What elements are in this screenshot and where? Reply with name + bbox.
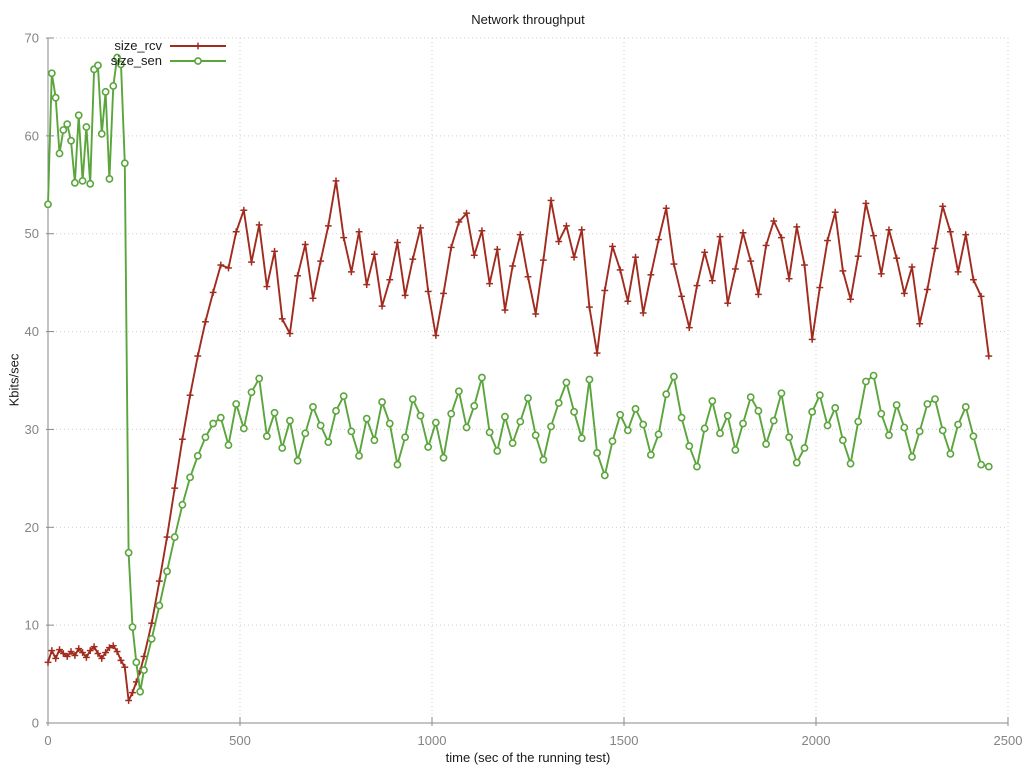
legend-label-size_rcv: size_rcv [114,38,162,53]
grid [48,37,1009,723]
x-tick-label: 2500 [994,733,1023,748]
series-size_rcv-line [47,179,990,702]
series-size_rcv [44,177,993,704]
y-tick-label: 50 [25,226,39,241]
legend-item-size_rcv: size_rcv [114,38,226,53]
y-tick-label: 20 [25,520,39,535]
legend-label-size_sen: size_sen [111,53,162,68]
series-size_sen-line [47,56,990,693]
series-size_sen-markers [44,53,993,696]
y-tick-label: 10 [25,618,39,633]
x-axis-label: time (sec of the running test) [445,750,611,765]
x-tick-label: 500 [229,733,251,748]
x-tick-label: 2000 [802,733,831,748]
y-tick-label: 60 [25,128,39,143]
y-tick-label: 70 [25,31,39,46]
y-tick-label: 0 [32,716,39,731]
axis-border [47,38,1008,724]
x-tick-label: 1000 [418,733,447,748]
x-tick-label: 0 [44,733,51,748]
page-title: Network throughput [471,12,585,27]
series-size_sen [44,53,993,696]
y-tick-label: 40 [25,324,39,339]
x-tick-label: 1500 [610,733,639,748]
y-tick-label: 30 [25,422,39,437]
tick-marks [46,37,1009,726]
legend-item-size_sen: size_sen [111,53,226,68]
tick-labels: 0 500 1000 1500 2000 2500 0 10 20 30 40 50 60 70 [25,31,1023,749]
series-size_rcv-markers [44,177,993,704]
